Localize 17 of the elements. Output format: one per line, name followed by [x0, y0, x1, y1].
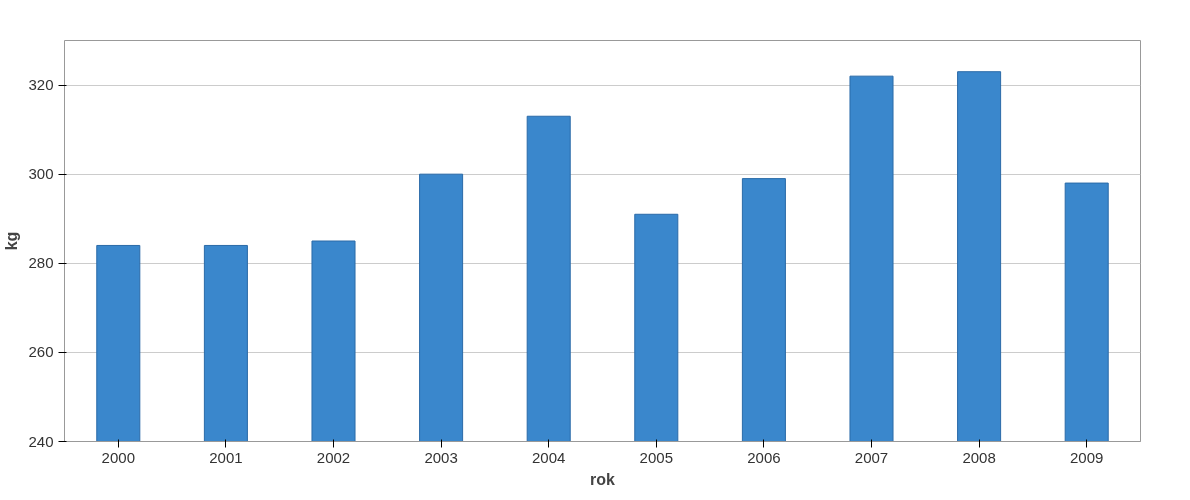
y-tick-label: 280	[28, 254, 54, 272]
x-tick-label: 2008	[962, 448, 996, 466]
y-tick-label: 320	[28, 76, 54, 94]
x-tick-label: 2000	[101, 448, 135, 466]
x-tick-label: 2007	[854, 448, 889, 466]
x-tick-label: 2004	[532, 448, 566, 466]
y-tick-label: 300	[28, 165, 54, 183]
y-axis-title: kg	[3, 231, 21, 251]
x-tick-label: 2009	[1070, 448, 1104, 466]
x-tick-label: 2003	[424, 448, 458, 466]
x-tick-label: 2006	[747, 448, 781, 466]
x-tick-label: 2001	[209, 448, 243, 466]
x-axis-title: rok	[590, 470, 616, 488]
y-tick-label: 240	[28, 432, 54, 450]
y-tick-label: 260	[28, 343, 54, 361]
x-tick-label: 2005	[639, 448, 673, 466]
x-tick-label: 2002	[316, 448, 351, 466]
